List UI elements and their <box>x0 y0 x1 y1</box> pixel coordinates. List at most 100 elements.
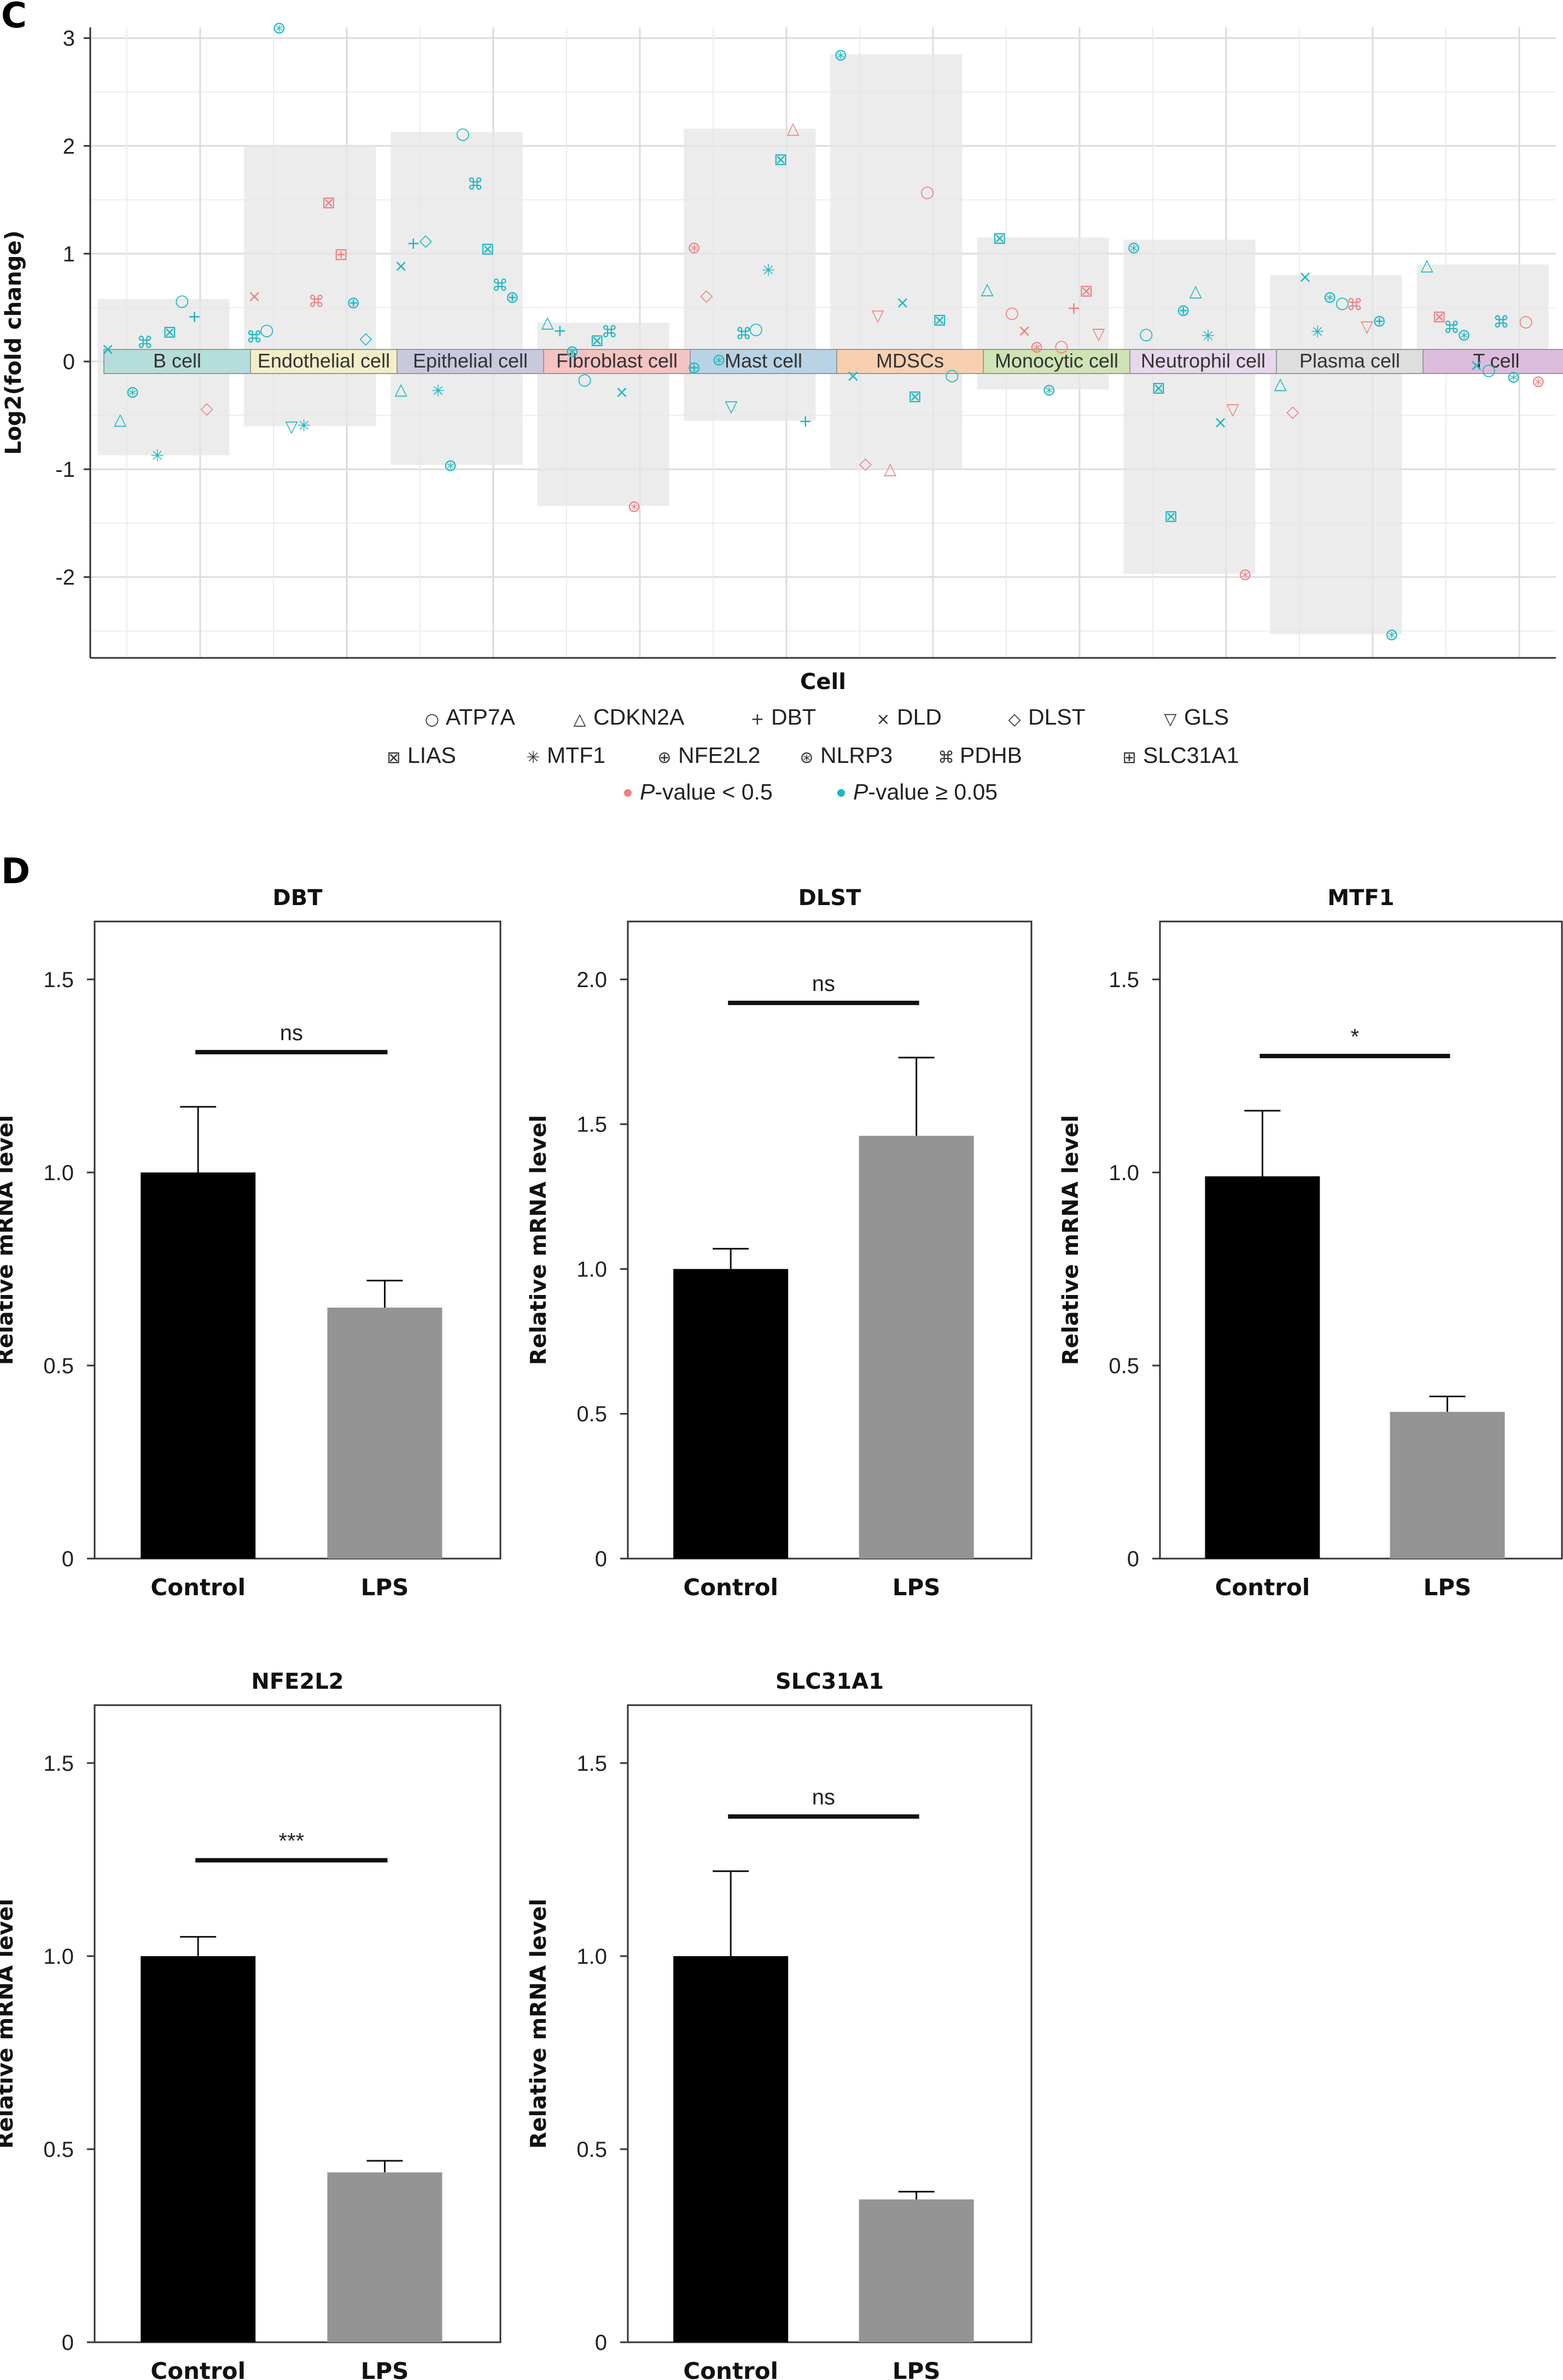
legend-significance: P-value ≥ 0.05 <box>853 779 998 804</box>
legend-label: SLC31A1 <box>1143 743 1239 768</box>
data-point: ◇ <box>419 231 432 250</box>
data-point: ⊛ <box>1030 337 1043 357</box>
y-tick-label: -2 <box>55 565 75 590</box>
y-tick-label: 0 <box>595 2331 607 2355</box>
y-tick-label: 1.0 <box>43 1945 74 1969</box>
cell-label: Plasma cell <box>1299 349 1400 372</box>
y-tick-label: 0 <box>63 350 75 374</box>
chart-title: SLC31A1 <box>775 1669 884 1694</box>
data-point: ⌘ <box>1346 296 1363 315</box>
data-point: ⊕ <box>505 288 519 307</box>
legend-label: GLS <box>1184 704 1229 730</box>
cell-strip <box>1276 348 1424 374</box>
data-point: ○ <box>1139 325 1153 344</box>
bar-lps <box>327 1308 442 1559</box>
data-point: ◇ <box>359 329 372 348</box>
data-point: ⌘ <box>492 276 508 295</box>
data-point: ○ <box>945 366 959 385</box>
legend-label: CDKN2A <box>593 704 685 730</box>
y-axis-title: Log2(fold change) <box>1 230 26 455</box>
data-point: ⊠ <box>1080 282 1093 301</box>
data-point: ⌘ <box>1443 318 1460 337</box>
y-tick-label: 0.5 <box>1109 1354 1139 1378</box>
cell-strip <box>1422 348 1563 374</box>
legend-marker-cdkn2a: △ <box>573 710 586 729</box>
legend-label: ATP7A <box>446 704 515 730</box>
data-point: △ <box>1189 282 1202 301</box>
category-label: Control <box>683 2358 778 2380</box>
cell-range-box <box>830 54 963 470</box>
y-axis-title: Relative mRNA level <box>1058 1115 1083 1365</box>
data-point: ⊛ <box>1531 372 1545 391</box>
data-point: ⌘ <box>736 325 752 344</box>
data-point: △ <box>1421 256 1433 275</box>
data-point: ✳ <box>1310 323 1324 342</box>
bar-control <box>141 1956 256 2342</box>
bar-chart-mtf1: MTF1 0 0.5 1.0 1.5 Relative mRNA level Control… <box>1058 885 1563 1601</box>
data-point: ⊠ <box>1432 307 1446 326</box>
data-point: ⊠ <box>1152 378 1165 398</box>
bar-control <box>673 1269 789 1559</box>
data-point: ⊠ <box>933 311 947 330</box>
data-point: △ <box>395 380 407 399</box>
data-point: ⊛ <box>272 19 286 38</box>
data-point: × <box>101 340 115 359</box>
legend-significance-text: -value ≥ 0.05 <box>868 779 998 804</box>
data-point: △ <box>981 279 994 299</box>
data-point: ⊞ <box>334 245 348 264</box>
data-point: ⊛ <box>1323 288 1337 307</box>
cell-label: T cell <box>1473 349 1519 372</box>
legend-marker-pdhb: ⌘ <box>938 748 954 767</box>
data-point: ⌘ <box>137 334 153 353</box>
data-point: △ <box>1274 374 1287 393</box>
data-point: ⊛ <box>1385 626 1398 645</box>
data-point: △ <box>541 313 554 332</box>
data-point: × <box>896 294 909 313</box>
data-point: ○ <box>1054 336 1069 355</box>
bar-chart-dlst: DLST 0 0.5 1.0 1.5 2.0 Relative mRNA level Cont… <box>526 885 1033 1601</box>
cell-range-box <box>390 132 523 465</box>
chart-title: MTF1 <box>1327 885 1394 911</box>
legend-marker-lias: ⊠ <box>387 748 400 767</box>
data-point: ▽ <box>1092 325 1105 344</box>
cell-strip <box>836 348 984 374</box>
data-point: + <box>553 322 567 341</box>
legend-marker-gls: ▽ <box>1164 710 1176 729</box>
data-point: ◇ <box>700 286 713 305</box>
data-point: ⊛ <box>1507 368 1520 387</box>
category-label: LPS <box>893 2358 941 2380</box>
category-label: LPS <box>361 1574 409 1601</box>
legend-label: NFE2L2 <box>678 743 760 768</box>
y-tick-label: 1.0 <box>43 1161 74 1185</box>
significance-label: ns <box>812 1786 835 1810</box>
y-tick-label: 2.0 <box>576 968 607 992</box>
bar-panels-d: DBT 0 0.5 1.0 1.5 Relative mRNA level Control L… <box>0 885 1563 2380</box>
data-point: ○ <box>749 319 763 339</box>
legend-label: DLST <box>1028 704 1086 730</box>
legend-label: LIAS <box>407 743 456 768</box>
bar-chart-nfe2l2: NFE2L2 0 0.5 1.0 1.5 Relative mRNA level Contr… <box>0 1669 501 2380</box>
data-point: ○ <box>456 124 470 143</box>
cell-label: Mast cell <box>725 349 802 372</box>
data-point: ⊕ <box>347 294 360 313</box>
category-label: LPS <box>361 2358 409 2380</box>
data-point: ⊛ <box>1238 565 1252 584</box>
legend-p-italic: P <box>853 779 868 804</box>
data-point: ○ <box>920 183 934 202</box>
scatter-panel-c: -2 -1 0 1 2 3 Log2(fold change) B cell Endotheli… <box>1 19 1563 804</box>
cell-strip <box>396 348 544 374</box>
data-point: × <box>615 383 628 402</box>
data-point: △ <box>114 410 126 429</box>
y-axis-title: Relative mRNA level <box>0 1115 18 1365</box>
cell-label: Endothelial cell <box>258 349 390 372</box>
data-point: ⊛ <box>444 456 457 475</box>
y-tick-label: 0.5 <box>576 1402 607 1426</box>
bar-lps <box>859 2199 974 2342</box>
legend-marker-nfe2l2: ⊕ <box>657 748 671 767</box>
data-point: + <box>798 412 812 431</box>
cell-strip <box>250 348 398 374</box>
data-point: × <box>1298 267 1312 287</box>
data-point: ○ <box>1519 312 1533 331</box>
y-axis-title: Relative mRNA level <box>526 1115 551 1365</box>
